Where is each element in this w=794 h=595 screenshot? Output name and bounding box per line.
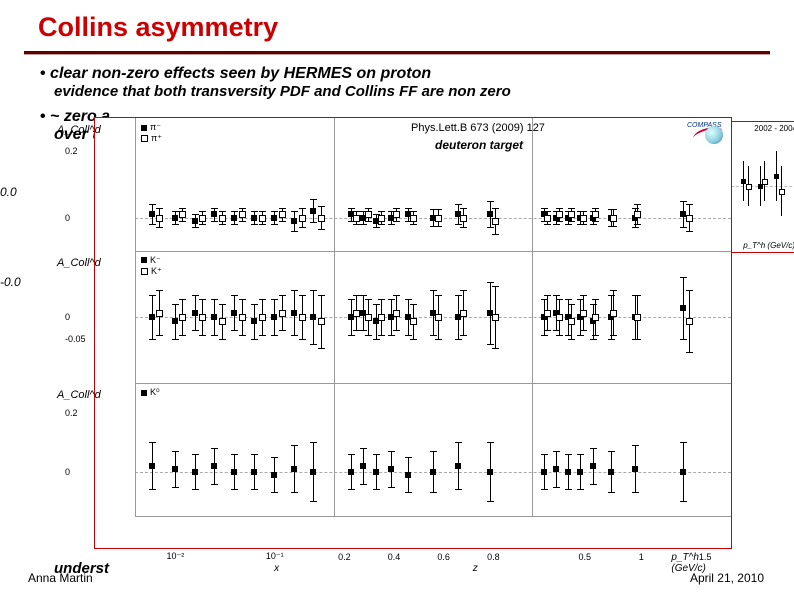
main-plot: Phys.Lett.B 673 (2009) 127 deuteron targ… xyxy=(94,117,732,549)
xlabel: p_T^h (GeV/c) xyxy=(671,552,731,574)
legend: π⁻π⁺ xyxy=(141,122,162,144)
bullet-1-line1: clear non-zero effects seen by HERMES on… xyxy=(50,65,431,82)
xlabel: x xyxy=(274,563,279,574)
page-title: Collins asymmetry xyxy=(38,12,278,42)
ylabel: A_Coll^d xyxy=(57,389,101,401)
ylabel: A_Coll^d xyxy=(57,257,101,269)
footer-author: Anna Martin xyxy=(28,571,93,585)
rule-light xyxy=(24,54,770,55)
plot-target-label: deuteron target xyxy=(435,138,523,152)
bullet-1: • clear non-zero effects seen by HERMES … xyxy=(40,65,770,100)
legend: K⁻K⁺ xyxy=(141,255,162,277)
content-area: • clear non-zero effects seen by HERMES … xyxy=(40,65,770,555)
ylabel: A_Coll^d xyxy=(57,124,101,136)
globe-icon xyxy=(705,126,723,144)
bullet-1-line2: evidence that both transversity PDF and … xyxy=(54,83,770,100)
legend: K⁰ xyxy=(141,387,160,398)
back-panel-years: 2002 - 2004 xyxy=(754,124,794,133)
plot-reference: Phys.Lett.B 673 (2009) 127 xyxy=(411,122,545,134)
xlabel: z xyxy=(473,563,478,574)
back-panel-xlabel: p_T^h (GeV/c) xyxy=(743,241,794,250)
compass-badge: COMPASS xyxy=(687,122,723,144)
back-panel: 2002 - 2004 p_T^h (GeV/c) xyxy=(726,121,794,253)
